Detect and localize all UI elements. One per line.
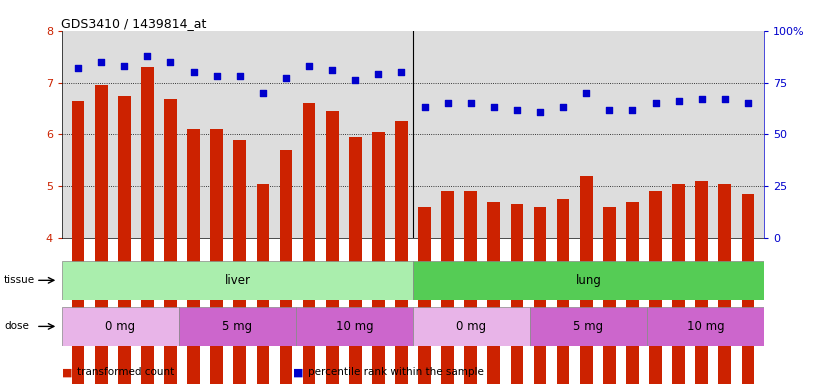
Bar <box>118 96 131 384</box>
Point <box>256 90 269 96</box>
Bar <box>280 150 292 384</box>
Point <box>603 106 616 113</box>
Bar <box>164 99 177 384</box>
Bar <box>672 184 685 384</box>
Point <box>441 100 454 106</box>
Bar <box>649 191 662 384</box>
Point <box>279 75 292 81</box>
Bar <box>580 176 592 384</box>
Point <box>464 100 477 106</box>
Point <box>140 53 154 59</box>
Bar <box>141 67 154 384</box>
Text: 5 mg: 5 mg <box>222 320 253 333</box>
Point <box>349 78 362 84</box>
Bar <box>530 307 647 346</box>
Text: ■: ■ <box>293 367 304 377</box>
Bar <box>719 184 731 384</box>
Point <box>534 109 547 115</box>
Bar <box>695 181 708 384</box>
Bar <box>62 307 179 346</box>
Text: GDS3410 / 1439814_at: GDS3410 / 1439814_at <box>60 17 206 30</box>
Bar <box>95 85 107 384</box>
Point <box>557 104 570 111</box>
Bar <box>626 202 638 384</box>
Bar <box>413 307 530 346</box>
Text: liver: liver <box>225 274 250 287</box>
Point <box>649 100 662 106</box>
Point <box>72 65 85 71</box>
Point <box>510 106 524 113</box>
Text: tissue: tissue <box>4 275 36 285</box>
Point <box>626 106 639 113</box>
Bar <box>188 129 200 384</box>
Bar <box>647 307 764 346</box>
Point <box>325 67 339 73</box>
Text: 0 mg: 0 mg <box>106 320 135 333</box>
Point <box>395 69 408 75</box>
Bar <box>534 207 546 384</box>
Bar <box>510 204 524 384</box>
Text: 10 mg: 10 mg <box>686 320 724 333</box>
Text: 0 mg: 0 mg <box>457 320 487 333</box>
Bar <box>464 191 477 384</box>
Bar <box>234 139 246 384</box>
Point <box>95 59 108 65</box>
Bar <box>302 103 316 384</box>
Point <box>672 98 686 104</box>
Bar <box>296 307 413 346</box>
Bar <box>372 132 385 384</box>
Text: ■: ■ <box>62 367 73 377</box>
Point <box>741 100 754 106</box>
Bar <box>72 101 84 384</box>
Point <box>187 69 200 75</box>
Bar <box>179 307 296 346</box>
Point <box>487 104 501 111</box>
Bar <box>441 191 454 384</box>
Point <box>418 104 431 111</box>
Point <box>210 73 223 79</box>
Bar <box>257 184 269 384</box>
Bar <box>603 207 615 384</box>
Point <box>164 59 177 65</box>
Point <box>117 63 131 69</box>
Text: percentile rank within the sample: percentile rank within the sample <box>308 367 484 377</box>
Bar <box>211 129 223 384</box>
Bar <box>418 207 431 384</box>
Text: transformed count: transformed count <box>77 367 174 377</box>
Bar <box>395 121 408 384</box>
Point <box>718 96 731 102</box>
Bar <box>325 111 339 384</box>
Bar <box>349 137 362 384</box>
Bar <box>742 194 754 384</box>
Point <box>372 71 385 77</box>
Bar <box>557 199 569 384</box>
Point <box>695 96 709 102</box>
Text: 5 mg: 5 mg <box>573 320 604 333</box>
Bar <box>62 261 413 300</box>
Text: lung: lung <box>576 274 601 287</box>
Point <box>580 90 593 96</box>
Bar <box>487 202 501 384</box>
Text: dose: dose <box>4 321 29 331</box>
Point <box>302 63 316 69</box>
Text: 10 mg: 10 mg <box>335 320 373 333</box>
Bar <box>413 261 764 300</box>
Point <box>233 73 246 79</box>
